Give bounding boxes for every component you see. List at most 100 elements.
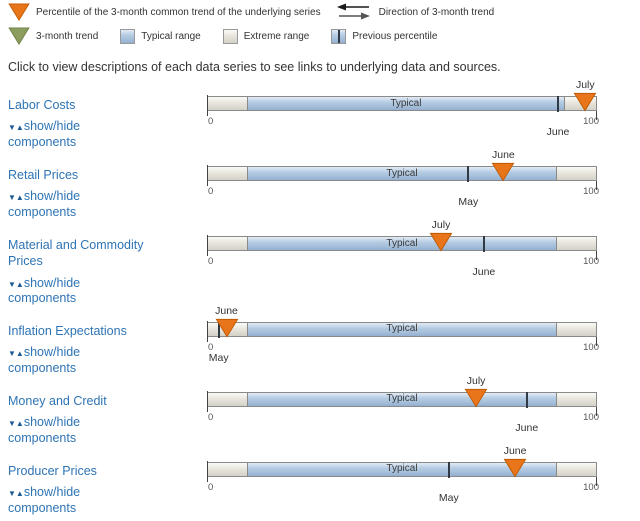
current-percentile-marker-icon (573, 92, 597, 112)
legend-previous-item: Previous percentile (331, 28, 437, 44)
previous-month-label: June (515, 421, 539, 434)
percentile-gauge-labor-costs: Typical July June 0 100 (207, 79, 599, 139)
show-hide-toggle-icon: ▼▲ (8, 279, 24, 289)
legend-extreme-item: Extreme range (222, 28, 310, 44)
current-percentile-marker-icon (491, 162, 515, 182)
axis-min-label: 0 (208, 341, 214, 353)
previous-month-label: June (546, 126, 570, 138)
show-hide-components-link-labor-costs[interactable]: ▼▲show/hide components (8, 119, 120, 150)
series-label-column: Material and Commodity Prices ▼▲show/hide… (8, 221, 207, 307)
current-month-label: June (215, 304, 238, 317)
typical-range-segment: Typical (246, 462, 558, 476)
extreme-range-segment-right (557, 167, 596, 180)
current-month-label: July (431, 219, 451, 231)
typical-range-segment: Typical (246, 237, 558, 250)
current-percentile-marker-icon (464, 388, 488, 408)
previous-month-label: May (458, 196, 479, 208)
current-month-label: June (503, 444, 527, 457)
series-label-column: Labor Costs ▼▲show/hide components (8, 81, 207, 151)
extreme-range-segment-left (208, 392, 247, 406)
show-hide-label: show/hide components (8, 415, 81, 445)
previous-percentile-marker (482, 236, 485, 252)
show-hide-components-link-money-and-credit[interactable]: ▼▲show/hide components (8, 415, 120, 446)
series-link-inflation-expectations[interactable]: Inflation Expectations (8, 323, 127, 338)
legend-typical-item: Typical range (120, 28, 201, 44)
series-row-retail-prices: Retail Prices ▼▲show/hide components Typic… (8, 149, 632, 221)
percentile-gauge-producer-prices: Typical June May 0 100 (207, 444, 599, 505)
axis-min-label: 0 (208, 116, 214, 127)
percentile-gauge-retail-prices: Typical June May 0 100 (207, 149, 599, 209)
legend-typical-label: Typical range (141, 30, 201, 42)
previous-percentile-marker (447, 461, 450, 478)
axis-tick-min (207, 95, 208, 116)
previous-percentile-marker (557, 96, 559, 112)
gauge-bar: Typical (207, 96, 597, 111)
show-hide-components-link-retail-prices[interactable]: ▼▲show/hide components (8, 189, 120, 220)
typical-range-segment: Typical (246, 322, 558, 336)
legend-row-1: Percentile of the 3-month common trend o… (8, 3, 632, 21)
series-label-column: Producer Prices ▼▲show/hide components (8, 447, 207, 517)
description-text: Click to view descriptions of each data … (8, 60, 501, 74)
previous-percentile-marker (217, 321, 220, 338)
axis-max-label: 100 (583, 116, 599, 127)
previous-percentile-marker (525, 391, 528, 408)
previous-month-label: June (472, 266, 496, 278)
series-link-material-and-commodity-prices[interactable]: Material and Commodity Prices (8, 238, 144, 269)
show-hide-components-link-inflation-expectations[interactable]: ▼▲show/hide components (8, 345, 120, 376)
show-hide-label: show/hide components (8, 119, 81, 149)
axis-max-label: 100 (583, 256, 599, 267)
gauge-bar: Typical (207, 391, 597, 407)
extreme-range-segment-left (208, 462, 247, 476)
extreme-range-swatch (222, 28, 238, 44)
typical-range-label: Typical (386, 393, 418, 405)
gauge-bar: Typical (207, 236, 597, 251)
current-month-label: July (575, 79, 595, 91)
previous-month-label: May (438, 491, 459, 504)
direction-arrows-icon (336, 3, 370, 20)
legend-extreme-label: Extreme range (243, 30, 310, 42)
show-hide-toggle-icon: ▼▲ (8, 123, 24, 133)
series-link-producer-prices[interactable]: Producer Prices (8, 463, 97, 478)
series-row-material-and-commodity-prices: Material and Commodity Prices ▼▲show/hide… (8, 219, 632, 307)
extreme-range-segment-right (557, 237, 596, 250)
axis-tick-min (207, 165, 208, 186)
current-month-label: July (466, 374, 486, 387)
extreme-range-segment-left (208, 237, 247, 250)
current-month-label: June (492, 149, 515, 161)
gauge-bar: Typical (207, 461, 597, 477)
axis-tick-max (596, 406, 597, 416)
series-row-producer-prices: Producer Prices ▼▲show/hide components Typ… (8, 444, 632, 517)
show-hide-components-link-material-and-commodity-prices[interactable]: ▼▲show/hide components (8, 276, 120, 307)
legend-direction-item: Direction of 3-month trend (321, 3, 495, 21)
extreme-range-segment-right (557, 322, 596, 336)
series-link-labor-costs[interactable]: Labor Costs (8, 98, 76, 112)
legend-percentile-item: Percentile of the 3-month common trend o… (8, 3, 321, 21)
axis-tick-max (596, 251, 597, 260)
axis-max-label: 100 (583, 411, 599, 423)
axis-min-label: 0 (208, 481, 214, 493)
series-label-column: Inflation Expectations ▼▲show/hide compon… (8, 307, 207, 377)
show-hide-components-link-producer-prices[interactable]: ▼▲show/hide components (8, 485, 120, 516)
axis-min-label: 0 (208, 186, 214, 197)
axis-tick-max (596, 181, 597, 190)
gauge-bar: Typical (207, 321, 597, 337)
extreme-range-segment-right (557, 392, 596, 406)
show-hide-toggle-icon: ▼▲ (8, 489, 24, 498)
series-label-column: Money and Credit ▼▲show/hide components (8, 377, 207, 447)
legend-trend-item: 3-month trend (8, 27, 98, 45)
series-link-retail-prices[interactable]: Retail Prices (8, 168, 79, 182)
axis-tick-min (207, 235, 208, 256)
legend-row-2: 3-month trend Typical range Extreme rang… (8, 27, 632, 45)
axis-tick-min (207, 320, 208, 342)
legend-direction-label: Direction of 3-month trend (378, 6, 495, 18)
typical-range-segment: Typical (246, 167, 558, 180)
series-row-inflation-expectations: Inflation Expectations ▼▲show/hide compon… (8, 304, 632, 377)
series-link-money-and-credit[interactable]: Money and Credit (8, 393, 107, 408)
axis-min-label: 0 (208, 256, 214, 267)
series-row-labor-costs: Labor Costs ▼▲show/hide components Typical… (8, 79, 632, 151)
percentile-gauge-money-and-credit: Typical July June 0 100 (207, 374, 599, 435)
axis-max-label: 100 (583, 186, 599, 197)
previous-percentile-swatch (331, 28, 347, 44)
axis-tick-min (207, 390, 208, 412)
series-row-money-and-credit: Money and Credit ▼▲show/hide components Ty… (8, 374, 632, 447)
